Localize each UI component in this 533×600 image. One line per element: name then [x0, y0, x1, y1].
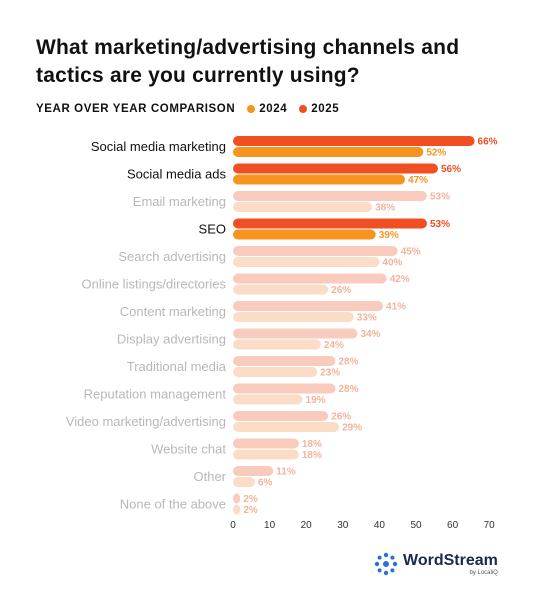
value-label-2024-search-advertising: 40%	[382, 258, 402, 269]
bar-2024-content-marketing	[233, 312, 354, 322]
x-tick-label-50: 50	[410, 520, 422, 531]
value-label-2025-content-marketing: 41%	[386, 302, 406, 313]
legend-label-2025: 2025	[311, 103, 340, 115]
category-label-website-chat: Website chat	[151, 442, 226, 457]
brand-subtext: by LocaliQ	[469, 569, 498, 576]
category-label-reputation-management: Reputation management	[84, 387, 227, 402]
value-label-2025-search-advertising: 45%	[401, 247, 421, 258]
value-label-2024-social-media-ads: 47%	[408, 175, 428, 186]
bar-2025-social-media-marketing	[233, 136, 475, 146]
bar-2025-video-marketing-advertising	[233, 411, 329, 421]
bar-chart: Social media marketing 66% 52% Social media…	[66, 136, 498, 531]
legend-item-2024: 2024	[247, 103, 287, 115]
category-label-email-marketing: Email marketing	[133, 194, 226, 209]
x-tick-label-0: 0	[230, 520, 236, 531]
value-label-2024-email-marketing: 38%	[375, 203, 395, 214]
bar-2024-other	[233, 477, 255, 487]
x-tick-label-30: 30	[337, 520, 349, 531]
value-label-2024-other: 6%	[258, 478, 273, 489]
bar-2024-website-chat	[233, 449, 299, 460]
chart-title: What marketing/advertising channels and …	[36, 36, 460, 87]
x-tick-label-40: 40	[374, 520, 386, 531]
bar-2024-online-listings-directories	[233, 284, 329, 295]
category-label-search-advertising: Search advertising	[118, 249, 226, 264]
value-label-2025-website-chat: 18%	[302, 439, 322, 450]
bar-2025-traditional-media	[233, 356, 336, 366]
category-label-none-of-the-above: None of the above	[120, 497, 226, 512]
value-label-2025-seo: 53%	[430, 219, 450, 230]
bar-2025-online-listings-directories	[233, 273, 387, 284]
value-label-2024-video-marketing-advertising: 29%	[342, 423, 362, 434]
value-label-2025-display-advertising: 34%	[360, 329, 380, 340]
value-label-2025-other: 11%	[276, 467, 296, 478]
bar-2024-seo	[233, 229, 376, 240]
chart-subtitle: YEAR OVER YEAR COMPARISON	[36, 103, 236, 115]
bar-2024-search-advertising	[233, 257, 380, 267]
bar-2024-video-marketing-advertising	[233, 422, 340, 432]
bar-2025-search-advertising	[233, 246, 398, 256]
brand-logo: WordStream by LocaliQ	[374, 552, 498, 576]
value-label-2024-website-chat: 18%	[302, 450, 322, 461]
bar-2024-email-marketing	[233, 202, 373, 212]
bar-2025-none-of-the-above	[233, 493, 241, 504]
value-label-2025-social-media-ads: 56%	[441, 164, 461, 175]
legend-swatch-2025	[299, 105, 308, 113]
bar-2025-content-marketing	[233, 301, 384, 311]
legend-label-2024: 2024	[259, 103, 288, 115]
value-label-2025-reputation-management: 28%	[338, 384, 358, 395]
bar-2025-display-advertising	[233, 328, 358, 339]
bar-2024-traditional-media	[233, 367, 318, 377]
x-tick-label-20: 20	[301, 520, 313, 531]
x-tick-label-60: 60	[447, 520, 459, 531]
bar-2024-social-media-ads	[233, 174, 406, 185]
category-label-video-marketing-advertising: Video marketing/advertising	[66, 414, 226, 429]
brand-text: WordStream by LocaliQ	[403, 551, 498, 576]
bar-2024-social-media-marketing	[233, 147, 424, 157]
value-label-2025-social-media-marketing: 66%	[478, 137, 498, 148]
value-label-2024-seo: 39%	[379, 230, 399, 241]
legend-item-2025: 2025	[299, 103, 339, 115]
value-label-2025-video-marketing-advertising: 26%	[331, 412, 351, 423]
x-tick-label-10: 10	[264, 520, 276, 531]
value-label-2024-reputation-management: 19%	[306, 395, 326, 406]
bar-2024-reputation-management	[233, 394, 303, 405]
value-label-2025-none-of-the-above: 2%	[243, 494, 258, 505]
value-label-2024-social-media-marketing: 52%	[426, 148, 446, 159]
value-label-2025-traditional-media: 28%	[338, 357, 358, 368]
x-tick-label-70: 70	[484, 520, 496, 531]
bar-2025-reputation-management	[233, 383, 336, 394]
category-label-traditional-media: Traditional media	[127, 359, 227, 374]
value-label-2024-traditional-media: 23%	[320, 368, 340, 379]
category-label-content-marketing: Content marketing	[120, 304, 226, 319]
category-label-seo: SEO	[199, 222, 226, 237]
value-label-2025-email-marketing: 53%	[430, 192, 450, 203]
value-label-2024-none-of-the-above: 2%	[243, 505, 258, 516]
value-label-2024-content-marketing: 33%	[357, 313, 377, 324]
category-label-display-advertising: Display advertising	[117, 332, 226, 347]
category-label-social-media-ads: Social media ads	[127, 167, 226, 182]
bar-2024-none-of-the-above	[233, 504, 241, 515]
bar-2025-seo	[233, 218, 427, 229]
legend-row: YEAR OVER YEAR COMPARISON 2024 2025	[36, 101, 339, 117]
bar-2025-other	[233, 466, 274, 476]
category-label-online-listings-directories: Online listings/directories	[81, 277, 226, 292]
bar-2025-email-marketing	[233, 191, 427, 201]
wordstream-logo-icon	[374, 552, 398, 576]
bar-2025-social-media-ads	[233, 163, 438, 174]
value-label-2024-display-advertising: 24%	[324, 340, 344, 351]
brand-name: WordStream	[403, 551, 498, 569]
category-label-other: Other	[193, 469, 226, 484]
bar-2025-website-chat	[233, 438, 299, 449]
legend-swatch-2024	[247, 105, 256, 113]
value-label-2024-online-listings-directories: 26%	[331, 285, 351, 296]
value-label-2025-online-listings-directories: 42%	[390, 274, 410, 285]
category-label-social-media-marketing: Social media marketing	[91, 139, 226, 154]
bar-2024-display-advertising	[233, 339, 321, 350]
